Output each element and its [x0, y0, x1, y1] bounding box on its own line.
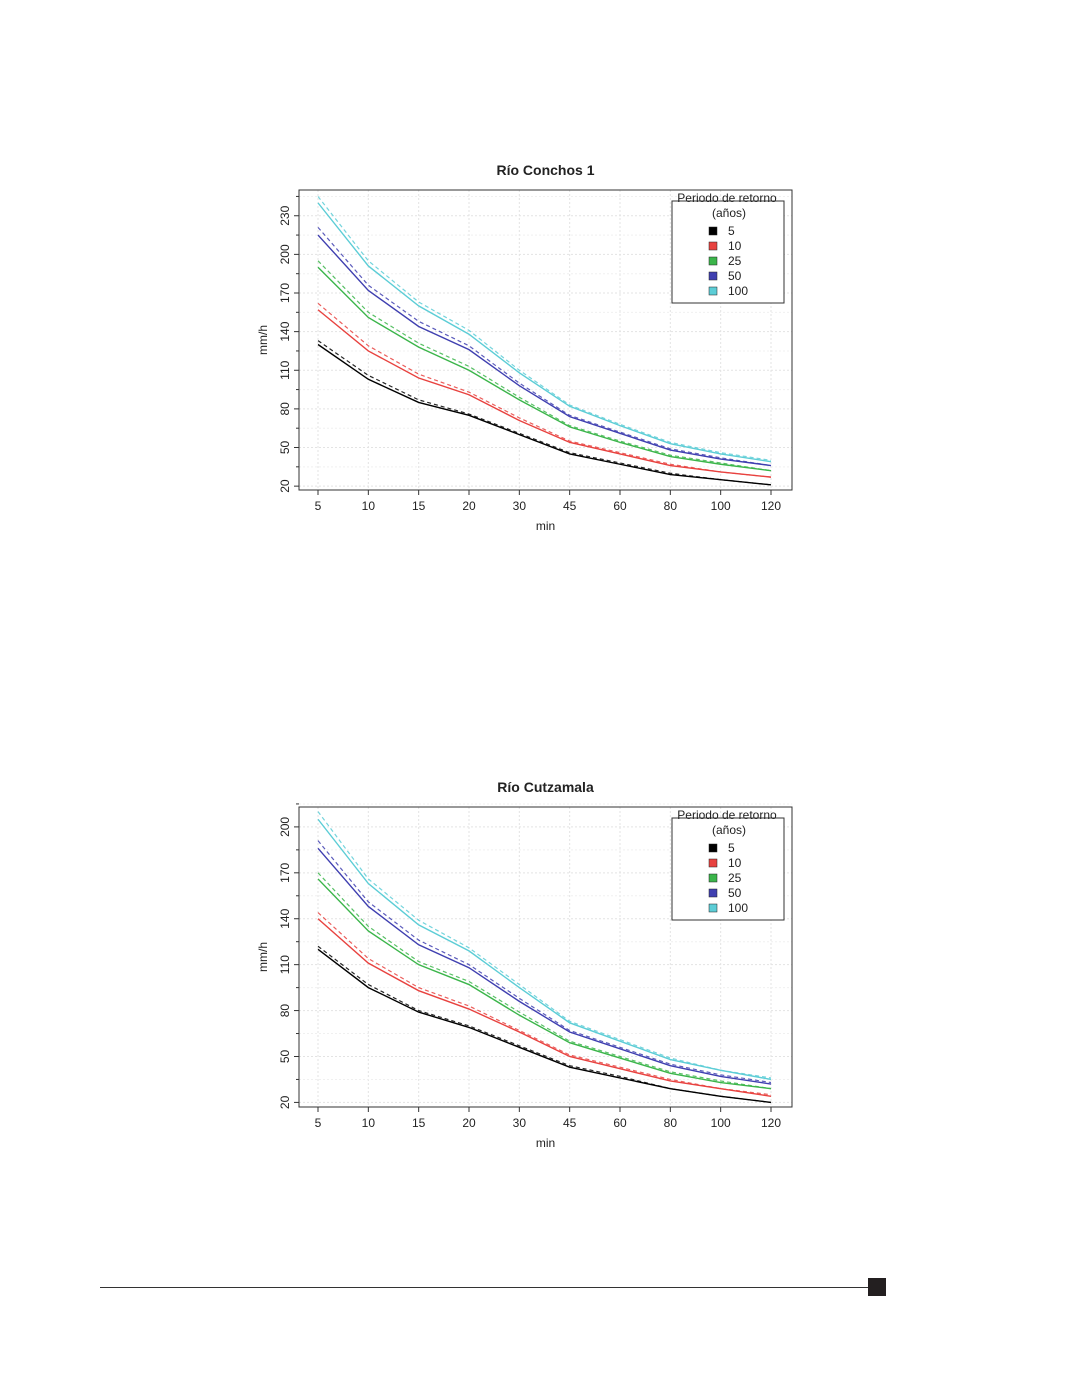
x-axis-label: min — [536, 1136, 555, 1150]
x-tick-label: 120 — [761, 1116, 781, 1130]
x-tick-label: 60 — [613, 1116, 627, 1130]
y-tick-label: 20 — [278, 1095, 292, 1109]
chart-rio-conchos-1: Río Conchos 1 20 50 80 110 140 170 200 230 5 10 15 2… — [250, 155, 810, 555]
legend-label-10: 10 — [728, 239, 742, 253]
legend-label-25: 25 — [728, 254, 742, 268]
x-tick-label: 15 — [412, 499, 426, 513]
x-tick-label: 30 — [513, 1116, 527, 1130]
grid — [299, 190, 792, 490]
legend-label-50: 50 — [728, 886, 742, 900]
y-tick-label: 200 — [278, 244, 292, 264]
chart-title: Río Cutzamala — [497, 779, 594, 795]
x-tick-label: 80 — [664, 499, 678, 513]
series-25-dashed-line — [317, 872, 772, 1090]
footer-square-marker — [868, 1278, 886, 1296]
x-tick-label: 30 — [513, 499, 527, 513]
legend-label-5: 5 — [728, 224, 735, 238]
x-tick-label: 20 — [462, 499, 476, 513]
x-tick-label: 10 — [362, 499, 376, 513]
y-tick-label: 50 — [278, 1049, 292, 1063]
legend-swatch-10 — [708, 858, 718, 868]
legend-title: Periodo de retorno — [677, 191, 777, 205]
x-tick-label: 5 — [315, 499, 322, 513]
series-10-line — [317, 309, 772, 478]
x-tick-label: 20 — [462, 1116, 476, 1130]
y-tick-label: 170 — [278, 283, 292, 303]
chart-rio-cutzamala: Río Cutzamala 20 50 80 110 140 170 200 5 10 15 20 30… — [250, 772, 810, 1172]
legend-label-25: 25 — [728, 871, 742, 885]
legend-swatch-100 — [708, 903, 718, 913]
y-tick-label: 80 — [278, 402, 292, 416]
series-25-dashed-line — [317, 260, 772, 472]
legend-box — [671, 817, 785, 921]
series-10-dashed-line — [317, 912, 772, 1096]
y-tick-label: 110 — [278, 955, 292, 974]
series-5-line — [317, 948, 772, 1104]
plot-frame — [298, 806, 793, 1108]
series-100-dashed-line — [317, 811, 772, 1079]
series-5-line — [317, 343, 772, 486]
legend-label-50: 50 — [728, 269, 742, 283]
legend-label-100: 100 — [728, 901, 748, 915]
series-100-line — [317, 202, 772, 463]
y-tick-label: 140 — [278, 908, 292, 928]
series-10-line — [317, 918, 772, 1097]
y-tick-label: 80 — [278, 1004, 292, 1018]
y-axis-label: mm/h — [256, 942, 270, 972]
series-10-dashed-line — [317, 302, 772, 478]
legend-swatch-25 — [708, 873, 718, 883]
chart-title: Río Conchos 1 — [496, 162, 594, 178]
legend-subtitle: (años) — [712, 823, 746, 837]
y-tick-label: 170 — [278, 862, 292, 882]
y-tick-label: 110 — [278, 360, 292, 379]
legend-swatch-50 — [708, 888, 718, 898]
x-tick-label: 120 — [761, 499, 781, 513]
legend-label-100: 100 — [728, 284, 748, 298]
x-tick-label: 10 — [362, 1116, 376, 1130]
legend-swatch-10 — [708, 241, 718, 251]
x-tick-label: 80 — [664, 1116, 678, 1130]
y-tick-label: 230 — [278, 205, 292, 225]
series-100-line — [317, 818, 772, 1081]
x-tick-label: 100 — [711, 1116, 731, 1130]
legend-box — [671, 200, 785, 304]
x-tick-label: 45 — [563, 1116, 577, 1130]
series-25-line — [317, 878, 772, 1090]
x-tick-label: 45 — [563, 499, 577, 513]
footer-rule — [100, 1287, 870, 1288]
legend-swatch-50 — [708, 271, 718, 281]
x-axis-label: min — [536, 519, 555, 533]
y-tick-label: 200 — [278, 817, 292, 837]
legend-title: Periodo de retorno — [677, 808, 777, 822]
series-25-line — [317, 266, 772, 472]
series-100-dashed-line — [317, 196, 772, 461]
legend-swatch-25 — [708, 256, 718, 266]
legend-label-10: 10 — [728, 856, 742, 870]
legend-label-5: 5 — [728, 841, 735, 855]
x-tick-label: 100 — [711, 499, 731, 513]
series-50-dashed-line — [317, 226, 772, 467]
series-50-line — [317, 234, 772, 467]
legend-subtitle: (años) — [712, 206, 746, 220]
y-tick-label: 20 — [278, 479, 292, 493]
x-tick-label: 15 — [412, 1116, 426, 1130]
y-tick-label: 50 — [278, 441, 292, 455]
legend-swatch-5 — [708, 843, 718, 853]
x-tick-label: 5 — [315, 1116, 322, 1130]
legend-swatch-5 — [708, 226, 718, 236]
legend-swatch-100 — [708, 286, 718, 296]
y-tick-label: 140 — [278, 321, 292, 341]
plot-frame — [298, 189, 793, 491]
series-50-dashed-line — [317, 840, 772, 1084]
x-tick-label: 60 — [613, 499, 627, 513]
series-50-line — [317, 847, 772, 1085]
y-axis-label: mm/h — [256, 325, 270, 355]
